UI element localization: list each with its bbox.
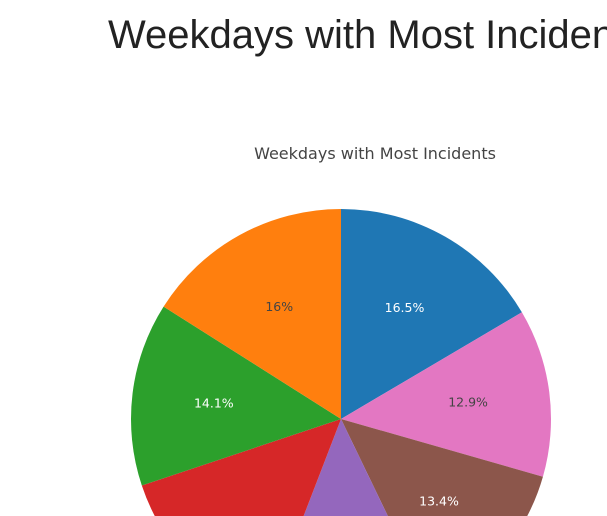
chart-title: Weekdays with Most Incidents	[254, 144, 496, 163]
page-title: Weekdays with Most Incidents	[108, 13, 607, 57]
pie-slice-3[interactable]	[265, 419, 432, 516]
slice-label-2: 13.4%	[419, 494, 459, 509]
slice-label-5: 14.1%	[194, 396, 234, 411]
pie-slice-0[interactable]	[341, 209, 522, 419]
pie-slices	[131, 209, 552, 516]
pie-slice-1[interactable]	[341, 312, 552, 477]
pie-slice-6[interactable]	[163, 209, 341, 419]
pie-slice-4[interactable]	[141, 419, 341, 516]
pie-slice-2[interactable]	[341, 419, 543, 516]
slice-label-6: 16%	[265, 299, 293, 314]
pie-slice-5[interactable]	[131, 306, 341, 486]
slice-label-0: 16.5%	[385, 300, 425, 315]
pie-labels: 16.5% 12.9% 13.4% 14.1% 16%	[194, 299, 488, 509]
slice-label-1: 12.9%	[448, 395, 488, 410]
